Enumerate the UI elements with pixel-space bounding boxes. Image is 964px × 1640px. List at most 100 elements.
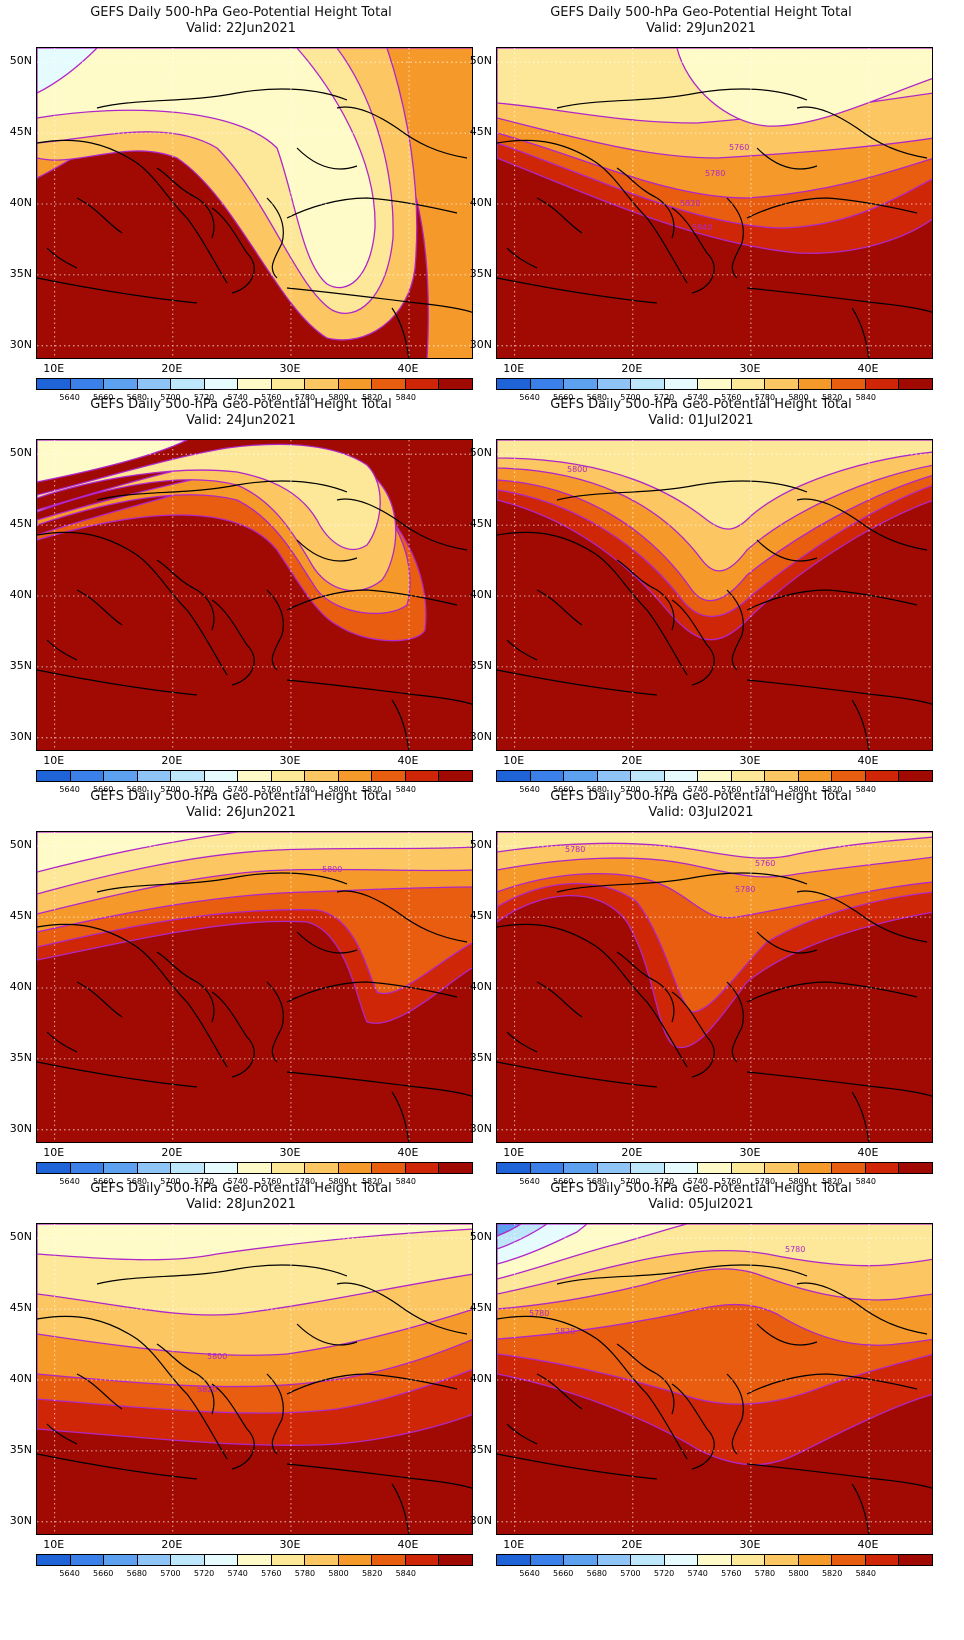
- colorbar-label: 5760: [261, 1569, 282, 1578]
- lat-label: 40N: [469, 980, 492, 993]
- panel-valid-date: Valid: 29Jun2021: [646, 21, 756, 36]
- lat-label: 40N: [9, 1372, 32, 1385]
- colorbar-swatch: [530, 1555, 565, 1565]
- colorbar-label: 5700: [620, 1569, 641, 1578]
- lon-label: 30E: [739, 1538, 761, 1551]
- colorbar-label: 5800: [788, 1177, 809, 1186]
- colorbar-swatch: [530, 1163, 565, 1173]
- coastline: [46, 1423, 78, 1445]
- contour-label: 5840: [692, 223, 712, 232]
- colorbar-swatch: [832, 1163, 866, 1173]
- colorbar: [36, 1162, 473, 1174]
- colorbar: [36, 770, 473, 782]
- lat-label: 40N: [9, 196, 32, 209]
- coastline: [756, 1323, 818, 1346]
- coastline: [536, 981, 583, 1018]
- colorbar-label: 5720: [193, 1569, 215, 1578]
- colorbar-label: 5740: [687, 1177, 708, 1186]
- lon-label: 10E: [43, 1538, 65, 1551]
- colorbar-label: 5780: [754, 1177, 776, 1186]
- colorbar-label: 5820: [821, 1569, 843, 1578]
- panel-valid-date: Valid: 24Jun2021: [186, 413, 296, 428]
- coastline: [37, 531, 228, 676]
- graticule: [37, 48, 472, 358]
- colorbar-label: 5640: [519, 785, 540, 794]
- coastline: [76, 1373, 123, 1410]
- height-map: 5760 5780 5820 5840: [496, 47, 933, 359]
- colorbar-swatch: [37, 379, 71, 389]
- colorbar-swatch: [171, 379, 205, 389]
- lon-label: 30E: [739, 1146, 761, 1159]
- map-panel-29Jun2021: GEFS Daily 500-hPa Geo-Potential Height …: [460, 0, 942, 410]
- colorbar-label: 5700: [620, 785, 641, 794]
- colorbar-label: 5660: [553, 393, 574, 402]
- coastlines: [37, 872, 472, 1142]
- colorbar-swatch: [597, 379, 632, 389]
- lon-label: 10E: [43, 362, 65, 375]
- contour-label: 5780: [705, 169, 725, 178]
- colorbar-swatch: [271, 379, 306, 389]
- coastline: [556, 88, 808, 109]
- colorbar-label: 5840: [855, 785, 876, 794]
- contour-label: 5780: [565, 845, 585, 854]
- colorbar-swatch: [698, 1163, 732, 1173]
- colorbar-label: 5740: [687, 393, 708, 402]
- coastline: [616, 1343, 675, 1415]
- graticule: [497, 440, 932, 750]
- colorbar-label: 5660: [93, 1177, 114, 1186]
- colorbar-swatch: [305, 379, 339, 389]
- lat-label: 35N: [9, 1050, 32, 1064]
- lat-label: 35N: [9, 266, 32, 280]
- lat-label: 30N: [9, 1513, 32, 1527]
- coastline: [46, 1031, 78, 1053]
- colorbar-swatch: [731, 1555, 766, 1565]
- coastline: [391, 1483, 410, 1534]
- coastline: [156, 1343, 215, 1415]
- coastline: [497, 1061, 658, 1088]
- height-band: [676, 48, 932, 127]
- lat-label: 50N: [469, 54, 492, 68]
- colorbar-swatch: [238, 1555, 272, 1565]
- coastline: [497, 1453, 658, 1480]
- coastline: [497, 139, 688, 284]
- colorbar-label: 5660: [553, 785, 574, 794]
- colorbar-label: 5800: [788, 393, 809, 402]
- colorbar-label: 5640: [59, 393, 80, 402]
- colorbar-label: 5700: [160, 1177, 181, 1186]
- coastline: [46, 639, 78, 661]
- colorbar-swatch: [865, 1163, 900, 1173]
- map-panel-05Jul2021: GEFS Daily 500-hPa Geo-Potential Height …: [460, 1176, 942, 1586]
- colorbar-label: 5840: [855, 393, 876, 402]
- lon-label: 30E: [279, 1146, 301, 1159]
- coastline: [391, 307, 410, 358]
- colorbar-label: 5820: [361, 785, 383, 794]
- lat-label: 50N: [469, 838, 492, 852]
- colorbar-swatch: [865, 771, 900, 781]
- colorbar: [496, 1162, 933, 1174]
- colorbar-swatch: [698, 771, 732, 781]
- coastline: [211, 207, 255, 294]
- lon-label: 20E: [161, 1538, 183, 1551]
- contour-label: 5800: [567, 465, 587, 474]
- colorbar-swatch: [439, 379, 472, 389]
- colorbar-swatch: [631, 771, 665, 781]
- coastline: [506, 1423, 538, 1445]
- colorbar-swatch: [899, 1163, 932, 1173]
- lon-label: 20E: [161, 1146, 183, 1159]
- lon-label: 30E: [739, 754, 761, 767]
- colorbar-swatch: [238, 771, 272, 781]
- colorbar-label: 5720: [193, 785, 215, 794]
- colorbar-label: 5740: [687, 1569, 708, 1578]
- contour-label: 5760: [755, 859, 775, 868]
- coastline: [96, 480, 348, 501]
- lat-label: 35N: [469, 266, 492, 280]
- lat-label: 50N: [9, 838, 32, 852]
- contour-label: 5820: [680, 199, 700, 208]
- colorbar-label: 5660: [93, 785, 114, 794]
- colorbar-swatch: [104, 379, 138, 389]
- colorbar-label: 5820: [821, 393, 843, 402]
- height-map: 5800: [496, 439, 933, 751]
- map-panel-03Jul2021: GEFS Daily 500-hPa Geo-Potential Height …: [460, 784, 942, 1194]
- colorbar-label: 5740: [227, 1569, 248, 1578]
- colorbar-swatch: [564, 1163, 598, 1173]
